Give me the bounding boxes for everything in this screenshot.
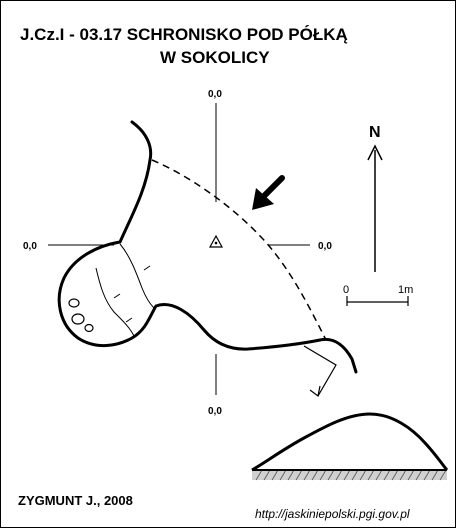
scale-bar: [346, 296, 409, 306]
rock-hatching: [255, 469, 447, 481]
entrance-arrow: [252, 175, 285, 210]
map-subtitle: W SOKOLICY: [160, 48, 270, 67]
boulder-1: [68, 298, 80, 308]
source-url[interactable]: http://jaskiniepolski.pgi.gov.pl: [255, 507, 410, 521]
boulders: [68, 298, 94, 333]
datum-label-bottom: 0,0: [208, 406, 222, 417]
boulder-2: [71, 313, 85, 325]
section-line-arrow: [303, 345, 337, 398]
datum-label-right: 0,0: [318, 241, 332, 252]
scale-end-label: 1m: [398, 284, 413, 296]
boulder-3: [84, 323, 94, 333]
ledge-lines: [95, 243, 155, 337]
fixed-point-triangle: [208, 234, 224, 248]
ledge-line-inner: [119, 243, 155, 309]
datum-label-top: 0,0: [208, 89, 222, 100]
scale-start-label: 0: [343, 284, 349, 296]
ledge-line-outer: [95, 267, 135, 337]
datum-cross: [48, 103, 310, 395]
ledge-tick-1: [143, 265, 151, 271]
ledge-tick-2: [113, 293, 121, 299]
cave-wall-outline: [57, 120, 358, 374]
ledge-tick-3: [125, 317, 133, 323]
author-credit: ZYGMUNT J., 2008: [18, 493, 133, 508]
drip-line-dashed: [151, 159, 327, 341]
cave-cross-section: [251, 412, 449, 481]
datum-label-left: 0,0: [23, 241, 37, 252]
map-title: J.Cz.I - 03.17 SCHRONISKO POD PÓŁKĄ: [20, 25, 348, 44]
north-label: N: [369, 124, 381, 141]
section-ceiling-outline: [251, 412, 449, 472]
north-arrow: [367, 144, 383, 272]
